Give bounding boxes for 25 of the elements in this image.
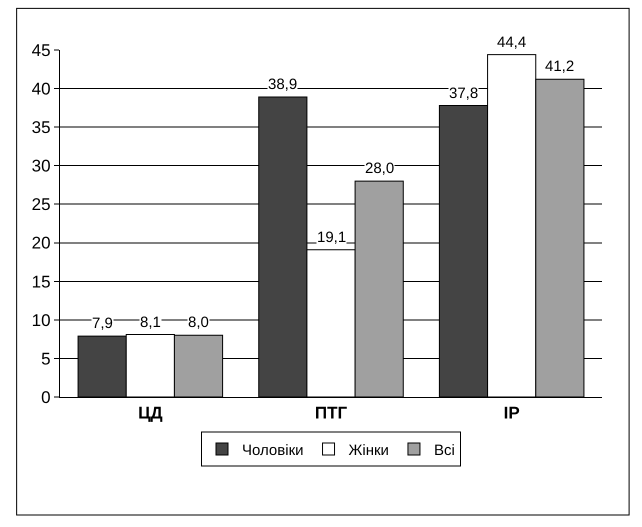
data-label: 41,2 <box>545 58 574 75</box>
y-tick-label: 20 <box>32 234 51 253</box>
y-tick-label: 25 <box>32 195 51 214</box>
data-label: 38,9 <box>268 76 298 93</box>
data-label: 19,1 <box>317 229 346 246</box>
x-tick-label: ЦД <box>138 403 163 422</box>
y-tick-label: 35 <box>32 118 51 138</box>
data-label: 28,0 <box>365 160 394 177</box>
y-tick-label: 0 <box>41 388 51 407</box>
y-tick-label: 5 <box>41 349 51 368</box>
data-label: 44,4 <box>497 34 526 51</box>
data-label: 8,1 <box>140 314 161 331</box>
x-tick-label: ПТГ <box>314 403 348 422</box>
y-tick-label: 10 <box>32 310 51 330</box>
y-tick-label: 30 <box>32 156 51 176</box>
data-label: 37,8 <box>449 85 478 102</box>
data-label: 8,0 <box>188 314 209 331</box>
legend-label: Всі <box>434 442 455 459</box>
y-tick-label: 40 <box>32 80 51 99</box>
y-tick-label: 45 <box>32 40 51 60</box>
data-label: 7,9 <box>92 315 113 332</box>
y-tick-label: 15 <box>32 272 51 292</box>
x-tick-label: ІР <box>504 403 520 422</box>
legend-label: Чоловіки <box>242 442 304 459</box>
legend-label: Жінки <box>348 442 389 459</box>
